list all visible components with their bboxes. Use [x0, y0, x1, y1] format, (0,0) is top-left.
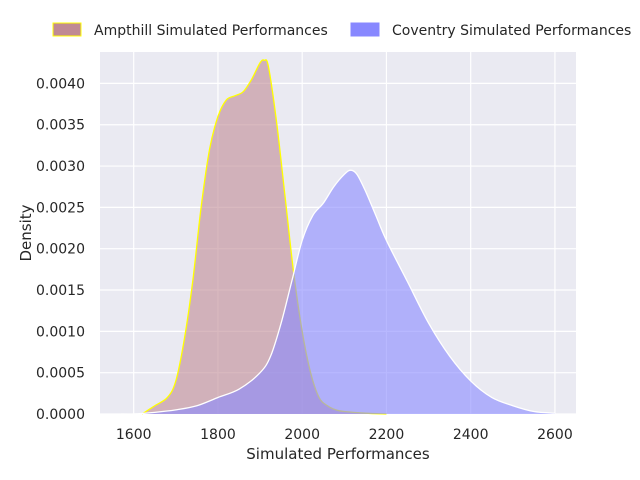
y-tick-label: 0.0000	[36, 407, 85, 423]
y-tick-label: 0.0035	[36, 118, 85, 134]
x-tick-label: 2000	[284, 427, 320, 443]
legend-label-coventry: Coventry Simulated Performances	[392, 23, 631, 39]
tick-labels: 1600 1800 2000 2200 2400 2600 0.0000 0.0005 0.00…	[36, 76, 573, 443]
legend-swatch-coventry	[350, 22, 380, 37]
x-tick-label: 2600	[537, 427, 573, 443]
density-areas	[121, 59, 555, 415]
x-tick-label: 2400	[453, 427, 489, 443]
x-tick-label: 2200	[369, 427, 405, 443]
y-tick-label: 0.0015	[36, 283, 85, 299]
density-area-coventry	[121, 170, 555, 415]
y-tick-label: 0.0025	[36, 200, 85, 216]
x-tick-label: 1600	[116, 427, 152, 443]
legend: Ampthill Simulated Performances Coventry…	[52, 22, 631, 39]
y-tick-label: 0.0010	[36, 324, 85, 340]
legend-label-ampthill: Ampthill Simulated Performances	[94, 23, 328, 39]
y-tick-label: 0.0020	[36, 242, 85, 258]
y-tick-label: 0.0040	[36, 76, 85, 92]
y-axis-label: Density	[17, 204, 35, 261]
y-tick-label: 0.0005	[36, 366, 85, 382]
y-tick-label: 0.0030	[36, 159, 85, 175]
density-area-coventry-edge	[121, 169, 555, 415]
legend-swatch-ampthill	[52, 22, 82, 37]
density-area-ampthill	[142, 59, 387, 415]
x-tick-label: 1800	[200, 427, 236, 443]
x-axis-label: Simulated Performances	[246, 445, 430, 463]
